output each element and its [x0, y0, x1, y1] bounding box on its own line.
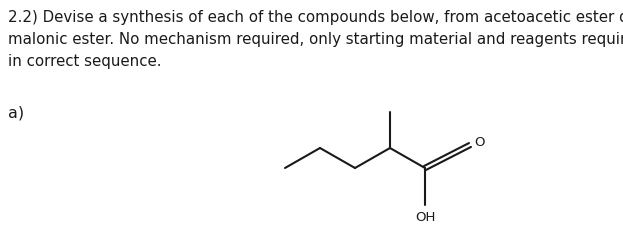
Text: 2.2) Devise a synthesis of each of the compounds below, from acetoacetic ester o: 2.2) Devise a synthesis of each of the c…	[8, 10, 623, 25]
Text: in correct sequence.: in correct sequence.	[8, 54, 161, 69]
Text: O: O	[474, 136, 485, 150]
Text: a): a)	[8, 105, 24, 120]
Text: OH: OH	[415, 211, 435, 224]
Text: malonic ester. No mechanism required, only starting material and reagents requir: malonic ester. No mechanism required, on…	[8, 32, 623, 47]
